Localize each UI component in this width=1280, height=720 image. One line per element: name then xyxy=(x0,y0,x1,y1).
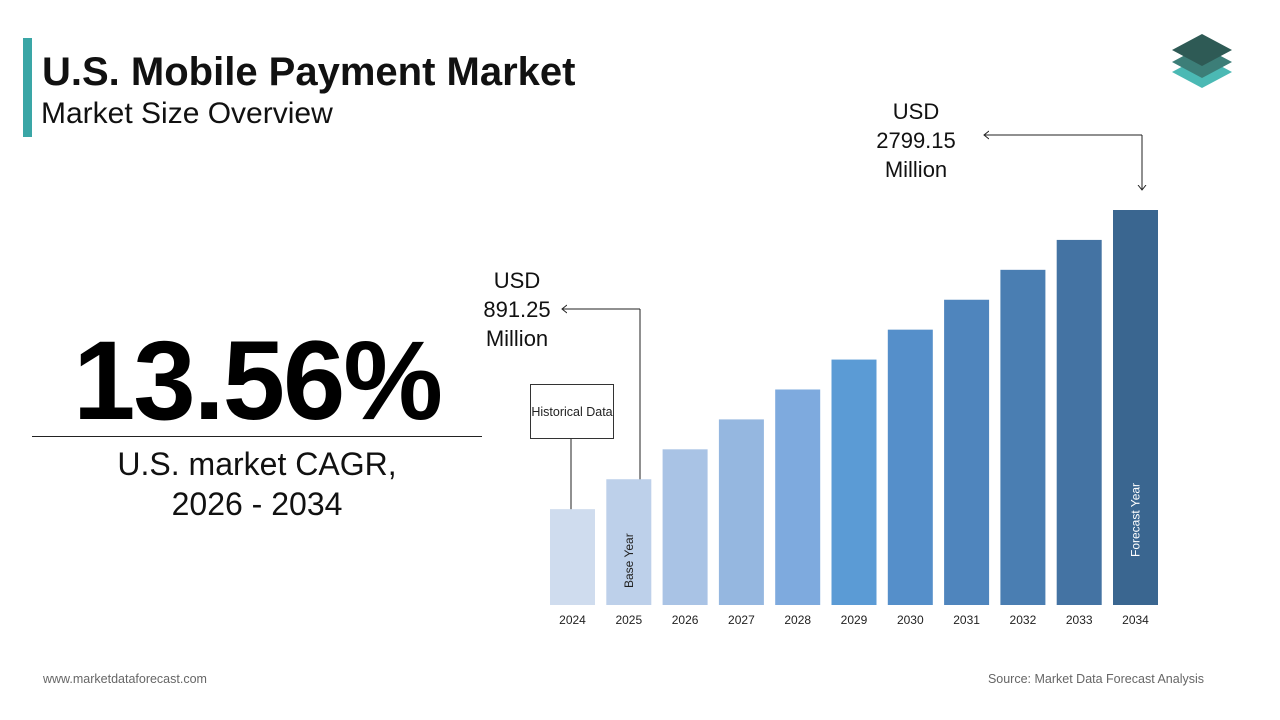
x-tick-label: 2031 xyxy=(953,613,980,627)
x-tick-label: 2028 xyxy=(784,613,811,627)
chart-subtitle: Market Size Overview xyxy=(41,97,333,130)
bar xyxy=(775,389,821,605)
chart-title: U.S. Mobile Payment Market xyxy=(42,50,576,94)
annotation-box: Historical Data xyxy=(530,384,614,439)
value-label: USD 891.25 Million xyxy=(483,268,551,351)
bar xyxy=(1000,269,1046,605)
x-tick-label: 2029 xyxy=(841,613,868,627)
footer-left: www.marketdataforecast.com xyxy=(43,672,207,686)
cagr-value: 13.56% xyxy=(73,318,443,443)
cagr-label: U.S. market CAGR, 2026 - 2034 xyxy=(117,446,397,522)
logo xyxy=(1172,34,1232,88)
bar xyxy=(662,449,708,605)
bar xyxy=(606,479,652,605)
x-tick-label: 2024 xyxy=(559,613,586,627)
annotation: Forecast Year xyxy=(1129,483,1143,557)
value-label: USD 2799.15 Million xyxy=(876,99,956,182)
x-tick-label: 2025 xyxy=(615,613,642,627)
x-tick-label: 2033 xyxy=(1066,613,1093,627)
divider xyxy=(32,436,482,437)
bar xyxy=(831,359,877,605)
x-tick-label: 2030 xyxy=(897,613,924,627)
annotation: Base Year xyxy=(622,533,636,588)
bar xyxy=(887,329,933,605)
accent-bar xyxy=(23,38,32,137)
x-tick-label: 2032 xyxy=(1010,613,1037,627)
bar xyxy=(944,299,990,605)
x-tick-label: 2034 xyxy=(1122,613,1149,627)
bar xyxy=(718,419,764,605)
x-tick-label: 2026 xyxy=(672,613,699,627)
footer-right: Source: Market Data Forecast Analysis xyxy=(987,672,1204,686)
bar xyxy=(550,509,595,605)
bar xyxy=(1113,210,1158,605)
x-tick-label: 2027 xyxy=(728,613,755,627)
bar xyxy=(1056,239,1102,606)
